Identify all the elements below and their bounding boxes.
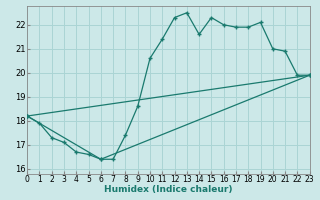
X-axis label: Humidex (Indice chaleur): Humidex (Indice chaleur) <box>104 185 233 194</box>
